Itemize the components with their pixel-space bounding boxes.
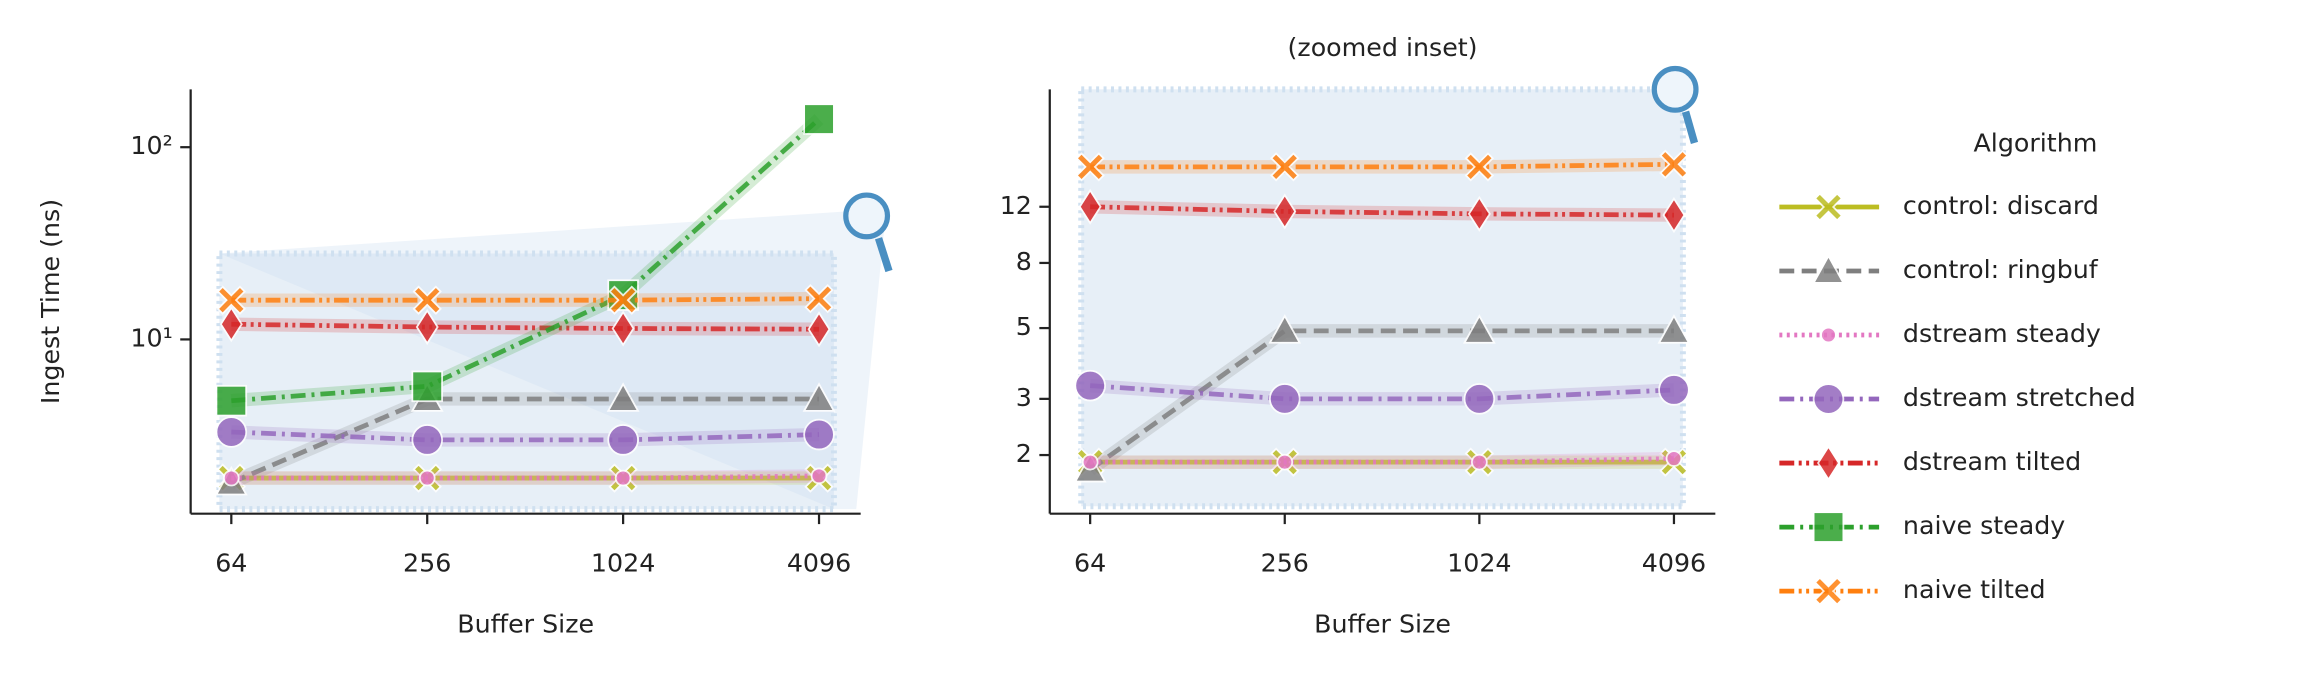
- marker: [215, 416, 248, 448]
- marker: [1268, 314, 1302, 344]
- marker: [1276, 453, 1294, 471]
- marker: [1462, 314, 1496, 344]
- marker: [1268, 383, 1301, 415]
- x-tick-label: 1024: [1447, 548, 1511, 577]
- legend-label: control: ringbuf: [1903, 255, 2099, 284]
- x-axis-label: Buffer Size: [457, 609, 594, 638]
- marker: [606, 382, 640, 412]
- legend-label: naive steady: [1903, 511, 2065, 540]
- marker: [1817, 445, 1840, 482]
- marker: [216, 285, 246, 315]
- x-tick-label: 1024: [591, 548, 655, 577]
- inset-connector: [219, 211, 886, 510]
- marker: [1467, 195, 1491, 232]
- marker: [803, 103, 835, 135]
- inset-region: [1078, 86, 1686, 510]
- series-line: [231, 296, 820, 303]
- series-line: [231, 117, 821, 404]
- marker: [1078, 188, 1102, 225]
- legend-label: naive tilted: [1903, 575, 2046, 604]
- marker: [1658, 374, 1690, 406]
- marker: [807, 311, 831, 348]
- y-tick-label: 8: [1016, 247, 1032, 276]
- legend-label: control: discard: [1903, 191, 2099, 220]
- error-band: [1089, 200, 1674, 222]
- legend: control: discard control: ringbuf dstream …: [1779, 191, 2136, 606]
- x-axis-label: Buffer Size: [1314, 609, 1451, 638]
- y-tick-label: 5: [1016, 312, 1032, 341]
- marker: [1657, 314, 1691, 344]
- series-line: [1090, 161, 1674, 170]
- plot-area: [214, 103, 836, 496]
- error-band: [1090, 157, 1675, 174]
- series-line: [1090, 204, 1674, 218]
- series-line: [231, 321, 820, 332]
- marker: [219, 306, 243, 343]
- plots: 64 256 1024 4096 10¹ 10² Buffer Size Ingest Tim…: [36, 33, 2135, 638]
- marker: [802, 382, 836, 412]
- marker: [1464, 152, 1495, 182]
- marker: [1074, 369, 1106, 402]
- error-band: [228, 392, 820, 489]
- y-tick-label: 12: [1000, 191, 1032, 220]
- marker: [1471, 453, 1488, 471]
- y-tick-label: 2: [1016, 439, 1032, 468]
- x-tick-label: 4096: [787, 548, 851, 577]
- x-tick-label: 64: [215, 548, 247, 577]
- marker: [1812, 511, 1845, 543]
- marker: [215, 384, 248, 417]
- marker: [1075, 152, 1105, 182]
- legend-label: dstream stretched: [1903, 383, 2136, 412]
- plot-area: [1073, 149, 1691, 483]
- marker: [412, 285, 442, 315]
- inset-region: [216, 250, 837, 513]
- marker: [611, 310, 635, 347]
- legend-label: dstream steady: [1903, 319, 2101, 348]
- y-tick-label: 10²: [130, 131, 172, 160]
- series-line: [231, 473, 820, 481]
- marker: [1463, 383, 1496, 415]
- marker: [1273, 193, 1297, 230]
- legend-title: Algorithm: [1974, 128, 2098, 157]
- x-tick-label: 4096: [1642, 548, 1706, 577]
- marker: [1813, 192, 1844, 222]
- marker: [810, 467, 828, 485]
- y-axis-label: Ingest Time (ns): [36, 199, 65, 404]
- x-tick-label: 64: [1074, 548, 1106, 577]
- marker: [1270, 152, 1300, 182]
- marker: [1813, 576, 1844, 606]
- marker: [1812, 254, 1845, 284]
- magnifier-icon: [843, 65, 1699, 273]
- marker: [1820, 326, 1837, 344]
- marker: [1662, 197, 1686, 234]
- marker: [608, 285, 638, 315]
- marker: [411, 370, 443, 403]
- y-tick-label: 3: [1016, 383, 1032, 412]
- series-line: [1090, 456, 1674, 465]
- marker: [607, 424, 639, 456]
- marker: [614, 469, 632, 487]
- series-line: [231, 429, 820, 443]
- x-tick-label: 256: [403, 548, 451, 577]
- y-tick-label: 10¹: [130, 323, 172, 352]
- series-line: [1088, 328, 1674, 472]
- marker: [803, 418, 835, 451]
- legend-label: dstream tilted: [1903, 447, 2081, 476]
- marker: [418, 469, 436, 487]
- marker: [1081, 453, 1099, 471]
- marker: [1659, 149, 1689, 179]
- marker: [804, 283, 834, 314]
- marker: [415, 308, 439, 346]
- marker: [411, 424, 443, 456]
- chart-title: (zoomed inset): [1288, 33, 1478, 62]
- marker: [1812, 383, 1845, 415]
- marker: [1665, 450, 1683, 467]
- x-tick-label: 256: [1261, 548, 1309, 577]
- series-line: [1089, 383, 1675, 402]
- marker: [222, 469, 240, 487]
